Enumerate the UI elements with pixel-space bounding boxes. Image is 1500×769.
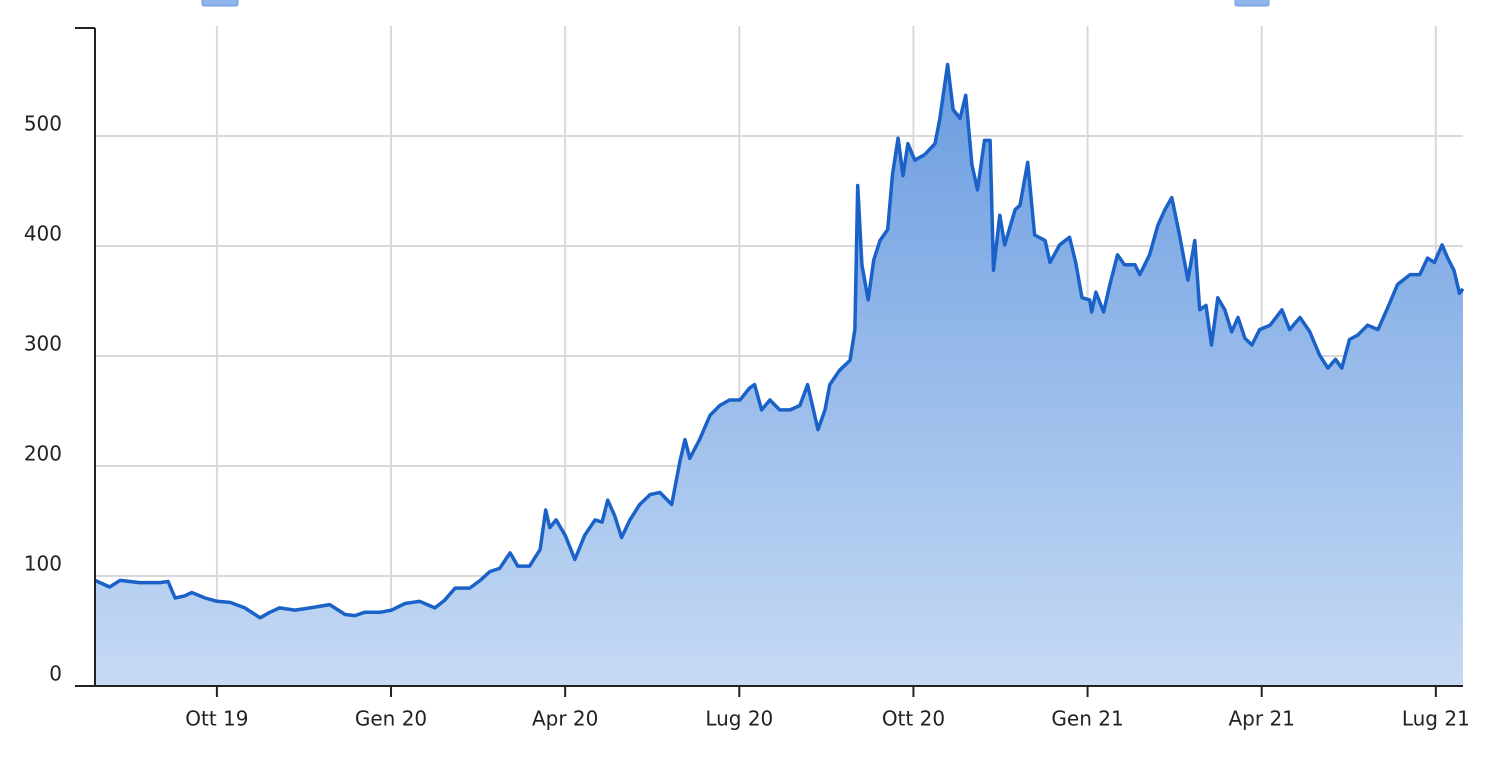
legend-swatch [201, 0, 239, 7]
x-tick-label: Apr 20 [532, 707, 598, 731]
area [95, 64, 1463, 686]
line [94, 62, 1465, 620]
y-tick-label: 300 [24, 332, 62, 356]
y-tick-label: 500 [24, 112, 62, 136]
x-tick-label: Gen 21 [1051, 707, 1123, 731]
y-tick-label: 100 [24, 552, 62, 576]
x-tick-label: Lug 21 [1402, 707, 1470, 731]
x-tick-label: Ott 20 [882, 707, 945, 731]
plot [94, 62, 1465, 686]
y-tick-label: 200 [24, 442, 62, 466]
legend-swatch [1234, 0, 1270, 7]
y-tick-label: 0 [49, 662, 62, 686]
axes: 0 100 200 300 400 500 Ott 19 Gen 20 Apr 20 Lug 20… [24, 27, 1470, 731]
x-tick-label: Apr 21 [1228, 707, 1294, 731]
x-tick-label: Ott 19 [185, 707, 248, 731]
x-tick-label: Lug 20 [705, 707, 773, 731]
y-tick-label: 400 [24, 222, 62, 246]
x-tick-label: Gen 20 [355, 707, 427, 731]
